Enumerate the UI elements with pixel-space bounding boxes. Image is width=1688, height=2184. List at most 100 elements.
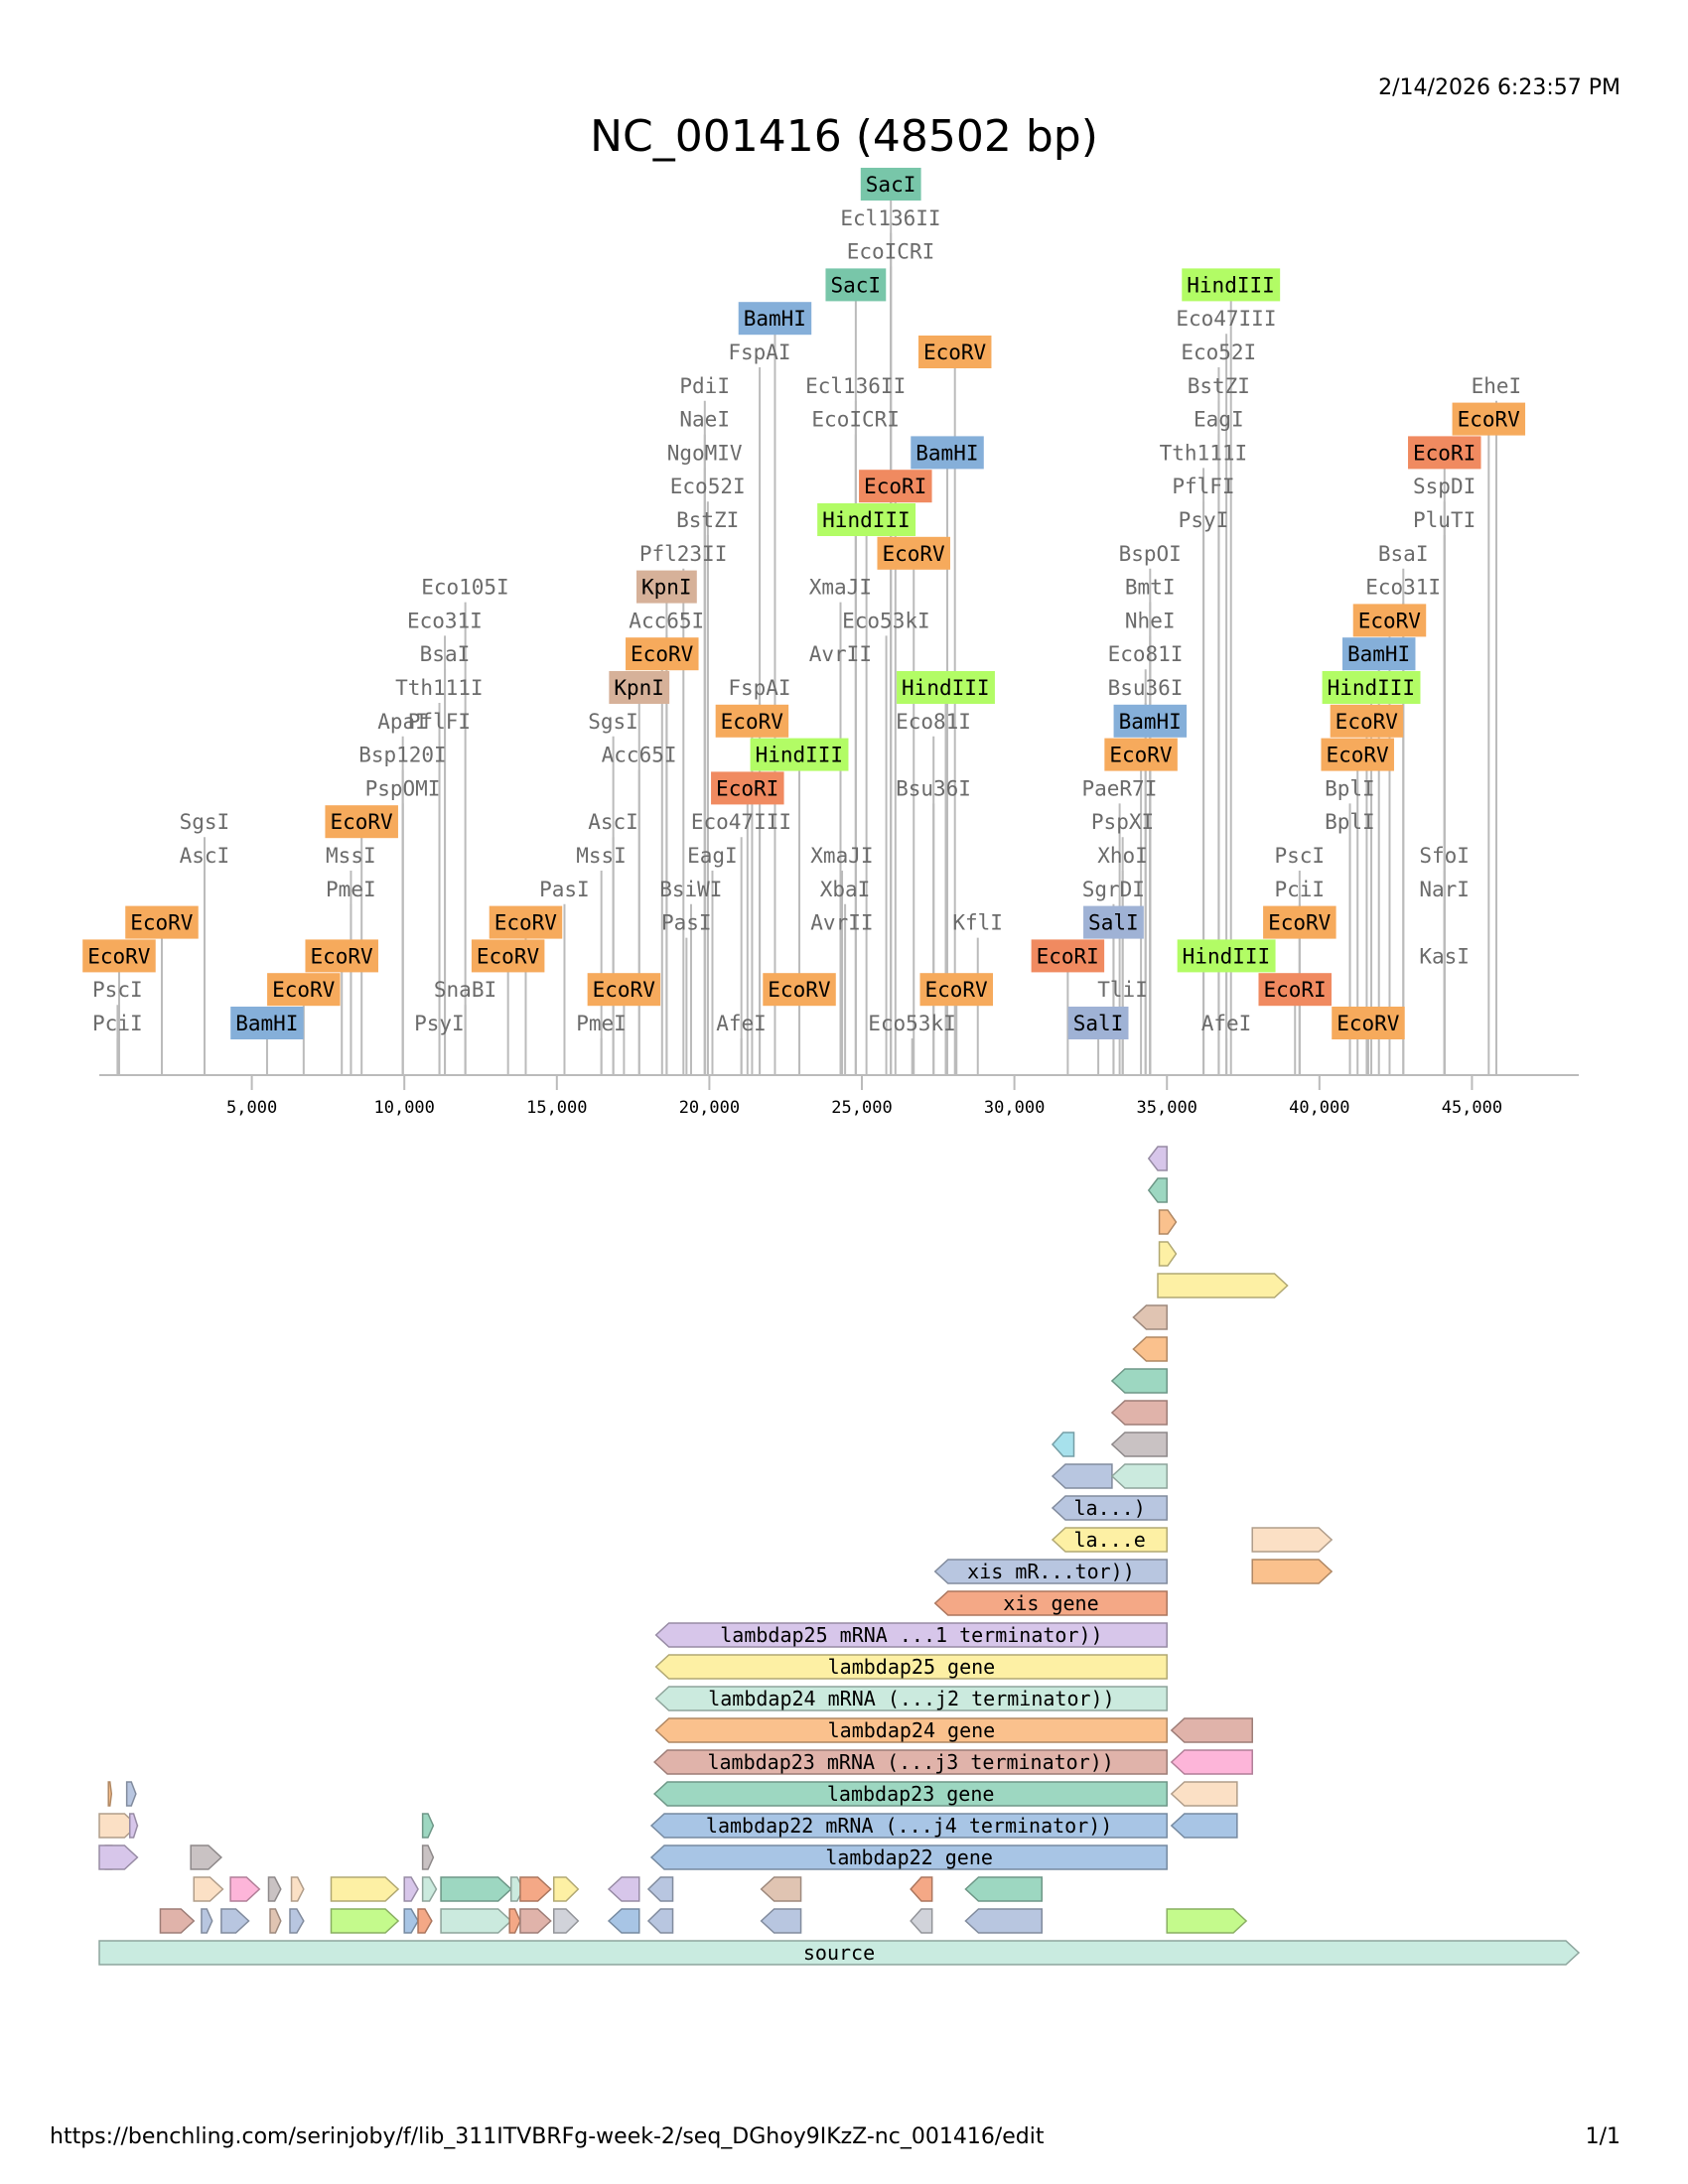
- enzyme-label: BamHI: [235, 1012, 298, 1035]
- enzyme-box-bamhi: [738, 302, 812, 336]
- enzyme-box-sali: [1067, 1007, 1129, 1039]
- enzyme-label: EcoRV: [1326, 744, 1389, 767]
- feature-arrow: [1132, 1336, 1168, 1362]
- enzyme-label: KasI: [1419, 944, 1470, 968]
- enzyme-label: NaeI: [679, 408, 730, 432]
- enzyme-label: PmeI: [326, 878, 376, 901]
- enzyme-box-bamhi: [1341, 637, 1416, 671]
- enzyme-box-ecorv: [1332, 1007, 1405, 1039]
- position-axis: 5,000 10,000 15,000 20,000 25,000 30,000 35,00…: [99, 1074, 1579, 1118]
- enzyme-label: EcoRV: [1358, 609, 1422, 632]
- feature-arrow: [1157, 1273, 1289, 1298]
- enzyme-label: BamHI: [1347, 642, 1410, 666]
- enzyme-label: PasI: [539, 878, 590, 901]
- enzyme-label: SacI: [866, 173, 916, 197]
- feature-arrow: [1132, 1304, 1168, 1330]
- enzyme-label: EcoRI: [716, 776, 778, 800]
- feature-arrow: [1170, 1717, 1253, 1743]
- enzyme-box-ecorv: [1330, 704, 1404, 738]
- enzyme-box-ecorv: [325, 805, 398, 839]
- feature-arrow: [607, 1908, 640, 1934]
- axis-tick-label: 5,000: [226, 1098, 277, 1118]
- enzyme-label: AfeI: [1201, 1012, 1252, 1035]
- sequence-map: EcoRV PscI PciI EcoRV SgsI AscI BamHI EcoRV EcoR…: [82, 168, 1581, 1966]
- feature-label: lambdap25 gene: [828, 1655, 996, 1679]
- enzyme-label: EcoRV: [882, 542, 945, 566]
- enzyme-label: Eco105I: [421, 576, 509, 600]
- enzyme-box-bamhi: [230, 1007, 304, 1039]
- enzyme-label: BstZI: [676, 508, 739, 532]
- enzyme-label: EcoRV: [1458, 408, 1521, 432]
- enzyme-box-ecorv: [877, 536, 950, 570]
- enzyme-box-ecori: [1258, 973, 1332, 1007]
- enzyme-label: BmtI: [1125, 576, 1176, 600]
- enzyme-label: EcoRV: [87, 944, 151, 968]
- enzyme-label: PluTI: [1413, 508, 1476, 532]
- enzyme-label: SgsI: [180, 810, 230, 834]
- enzyme-box-hindiii: [1182, 268, 1281, 302]
- enzyme-label: PflFI: [1172, 475, 1234, 498]
- enzyme-label: HindIII: [756, 744, 844, 767]
- feature-arrow: [290, 1876, 305, 1902]
- enzyme-label: AvrII: [809, 642, 872, 666]
- enzyme-label: PciI: [92, 1012, 143, 1035]
- enzyme-label: EcoRV: [1109, 744, 1173, 767]
- feature-arrow: [1170, 1781, 1238, 1807]
- feature-arrow: [193, 1876, 224, 1902]
- feature-arrow: [269, 1908, 282, 1934]
- feature-arrow: [201, 1908, 213, 1934]
- enzyme-label: BamHI: [915, 441, 978, 465]
- feature-arrow: [1147, 1177, 1168, 1203]
- enzyme-box-ecorv: [587, 973, 661, 1007]
- enzyme-box-saci: [860, 168, 921, 201]
- enzyme-box-saci: [825, 268, 887, 302]
- enzyme-label: XmaJI: [810, 844, 873, 868]
- enzyme-label: BplI: [1325, 776, 1375, 800]
- enzyme-box-ecorv: [1321, 738, 1394, 771]
- enzyme-label: PaeR7I: [1081, 776, 1157, 800]
- feature-arrow: [403, 1876, 419, 1902]
- enzyme-label: BamHI: [1119, 710, 1182, 734]
- enzyme-label: SalI: [1088, 911, 1139, 935]
- feature-label: lambdap23 gene: [827, 1782, 995, 1806]
- enzyme-label: EcoRI: [1263, 978, 1326, 1002]
- enzyme-label: AscI: [180, 844, 230, 868]
- enzyme-label: EcoRV: [330, 810, 393, 834]
- print-timestamp: 2/14/2026 6:23:57 PM: [1378, 75, 1620, 100]
- enzyme-label: PsyI: [1179, 508, 1229, 532]
- enzyme-label: PmeI: [576, 1012, 627, 1035]
- feature-arrow: [1170, 1813, 1238, 1839]
- feature-la: [1051, 1495, 1168, 1521]
- feature-arrow: [760, 1876, 802, 1902]
- enzyme-label: Eco53kI: [868, 1012, 956, 1035]
- enzyme-label: KflI: [952, 911, 1003, 935]
- enzyme-label: EcoICRI: [847, 240, 935, 264]
- enzyme-label: HindIII: [1328, 676, 1416, 700]
- enzyme-label: FspAI: [728, 676, 790, 700]
- feature-arrow: [964, 1908, 1044, 1934]
- feature-arrow: [1166, 1908, 1248, 1934]
- enzyme-label: Eco53kI: [842, 609, 930, 632]
- feature-source: [98, 1940, 1581, 1966]
- feature-arrow: [267, 1876, 282, 1902]
- enzyme-label: SspDI: [1413, 475, 1476, 498]
- feature-arrow: [1051, 1463, 1113, 1489]
- enzyme-label: EcoICRI: [811, 408, 900, 432]
- enzyme-box-ecorv: [1352, 604, 1427, 637]
- enzyme-label: EcoRV: [1336, 710, 1399, 734]
- feature-arrow: [607, 1876, 640, 1902]
- enzyme-box-ecorv: [1263, 905, 1336, 939]
- enzyme-label: HindIII: [1187, 273, 1275, 297]
- enzyme-label: SacI: [830, 273, 881, 297]
- enzyme-label: KpnI: [641, 576, 692, 600]
- enzyme-label: BamHI: [744, 307, 806, 331]
- enzyme-box-ecorv: [763, 973, 836, 1007]
- axis-tick-label: 15,000: [526, 1098, 587, 1118]
- page-title: NC_001416 (48502 bp): [590, 111, 1098, 162]
- feature-arrow: [1052, 1432, 1075, 1457]
- feature-arrow: [910, 1908, 933, 1934]
- enzyme-label: BplI: [1325, 810, 1375, 834]
- feature-arrow: [421, 1844, 435, 1870]
- enzyme-label: AfeI: [716, 1012, 767, 1035]
- enzyme-box-ecorv: [626, 637, 699, 671]
